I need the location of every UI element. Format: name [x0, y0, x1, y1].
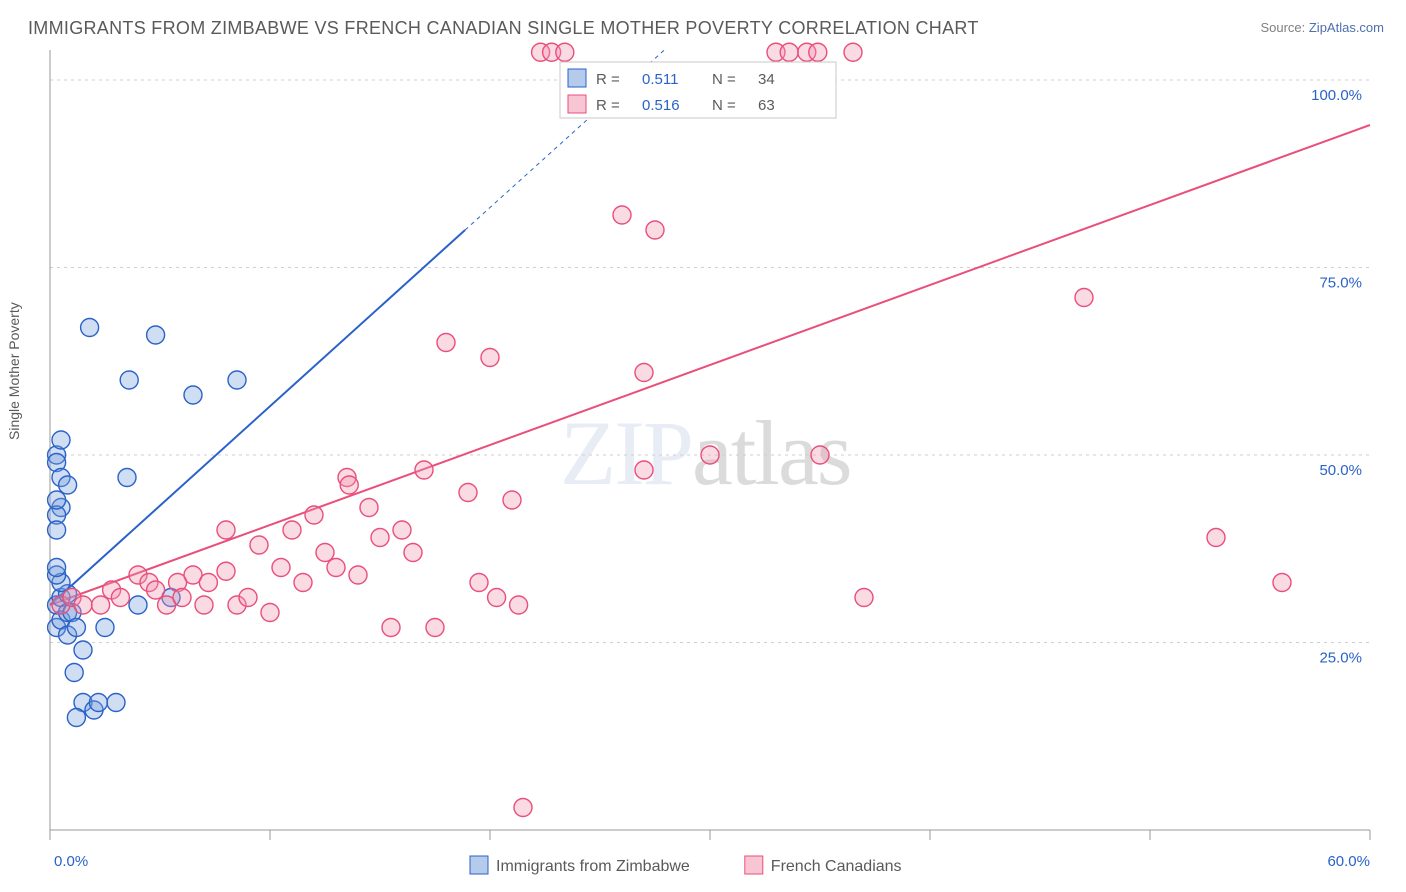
- data-point: [811, 446, 829, 464]
- scatter-plot: 25.0% 50.0% 75.0% 100.0% 0.0% 60.0% R = 0.511 N …: [0, 0, 1406, 892]
- data-point: [173, 589, 191, 607]
- data-point: [81, 319, 99, 337]
- data-point: [514, 799, 532, 817]
- data-point: [316, 544, 334, 562]
- data-point: [349, 566, 367, 584]
- legend-series-label: Immigrants from Zimbabwe: [496, 858, 690, 875]
- data-point: [780, 43, 798, 61]
- data-point: [382, 619, 400, 637]
- x-tick-label: 0.0%: [54, 853, 88, 870]
- legend-swatch: [568, 69, 586, 87]
- data-point: [272, 559, 290, 577]
- data-point: [556, 43, 574, 61]
- data-point: [52, 431, 70, 449]
- legend-n-label: N =: [712, 97, 736, 114]
- data-point: [74, 596, 92, 614]
- data-point: [340, 476, 358, 494]
- data-point: [360, 499, 378, 517]
- data-point: [470, 574, 488, 592]
- data-point: [844, 43, 862, 61]
- data-point: [809, 43, 827, 61]
- data-point: [92, 596, 110, 614]
- data-point: [437, 334, 455, 352]
- data-point: [404, 544, 422, 562]
- data-point: [481, 349, 499, 367]
- legend-r-label: R =: [596, 71, 620, 88]
- data-point: [199, 574, 217, 592]
- data-point: [65, 664, 83, 682]
- data-point: [635, 364, 653, 382]
- y-tick-label: 25.0%: [1319, 650, 1362, 667]
- data-point: [1273, 574, 1291, 592]
- data-point: [503, 491, 521, 509]
- legend-swatch: [745, 856, 763, 874]
- data-point: [120, 371, 138, 389]
- data-point: [327, 559, 345, 577]
- data-point: [195, 596, 213, 614]
- legend-r-value: 0.516: [642, 97, 680, 114]
- data-point: [415, 461, 433, 479]
- data-point: [48, 491, 66, 509]
- data-point: [261, 604, 279, 622]
- data-point: [371, 529, 389, 547]
- legend-swatch: [470, 856, 488, 874]
- legend-r-value: 0.511: [642, 71, 678, 88]
- data-point: [107, 694, 125, 712]
- legend-r-label: R =: [596, 97, 620, 114]
- data-point: [635, 461, 653, 479]
- data-point: [426, 619, 444, 637]
- data-point: [217, 562, 235, 580]
- data-point: [184, 386, 202, 404]
- data-point: [217, 521, 235, 539]
- data-point: [613, 206, 631, 224]
- data-point: [129, 596, 147, 614]
- data-point: [488, 589, 506, 607]
- data-point: [510, 596, 528, 614]
- data-point: [118, 469, 136, 487]
- data-point: [228, 371, 246, 389]
- data-point: [393, 521, 411, 539]
- data-point: [89, 694, 107, 712]
- y-tick-label: 50.0%: [1319, 462, 1362, 479]
- legend-swatch: [568, 95, 586, 113]
- data-point: [74, 641, 92, 659]
- x-tick-label: 60.0%: [1327, 853, 1370, 870]
- data-point: [48, 559, 66, 577]
- data-point: [250, 536, 268, 554]
- data-point: [67, 709, 85, 727]
- legend-n-value: 34: [758, 71, 775, 88]
- data-point: [283, 521, 301, 539]
- data-point: [147, 581, 165, 599]
- trend-line: [50, 125, 1370, 605]
- data-point: [67, 619, 85, 637]
- data-point: [111, 589, 129, 607]
- data-point: [1207, 529, 1225, 547]
- data-point: [96, 619, 114, 637]
- legend-series-label: French Canadians: [771, 858, 902, 875]
- data-point: [48, 521, 66, 539]
- legend-n-value: 63: [758, 97, 775, 114]
- y-tick-label: 100.0%: [1311, 87, 1362, 104]
- data-point: [147, 326, 165, 344]
- data-point: [59, 476, 77, 494]
- data-point: [855, 589, 873, 607]
- data-point: [294, 574, 312, 592]
- data-point: [305, 506, 323, 524]
- data-point: [239, 589, 257, 607]
- data-point: [1075, 289, 1093, 307]
- data-point: [646, 221, 664, 239]
- y-tick-label: 75.0%: [1319, 275, 1362, 292]
- data-point: [701, 446, 719, 464]
- data-point: [459, 484, 477, 502]
- legend-n-label: N =: [712, 71, 736, 88]
